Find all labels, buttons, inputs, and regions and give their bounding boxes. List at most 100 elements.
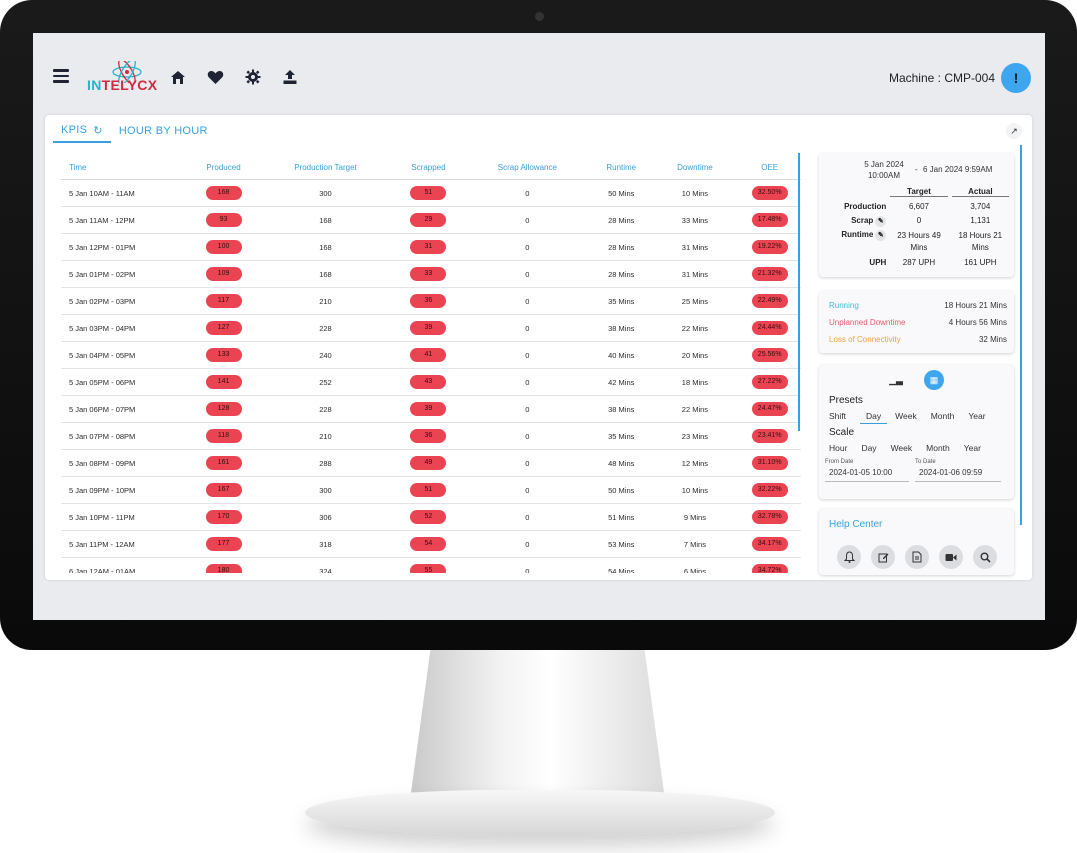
table-row[interactable]: 5 Jan 04PM - 05PM 133 240 41 0 40 Mins 20 Mins…: [61, 341, 801, 369]
table-cell: 0: [463, 260, 591, 288]
table-row[interactable]: 5 Jan 01PM - 02PM 109 168 33 0 28 Mins 31 Mins…: [61, 260, 801, 288]
from-date-text: 5 Jan 2024: [864, 160, 904, 169]
option-hour[interactable]: Hour: [829, 443, 848, 453]
table-cell: 32.50%: [738, 179, 801, 207]
option-month[interactable]: Month: [930, 411, 955, 421]
heart-icon[interactable]: [206, 68, 224, 86]
table-cell: 0: [463, 503, 591, 531]
table-cell: 43: [393, 368, 464, 396]
column-header[interactable]: OEE: [738, 155, 801, 180]
option-year[interactable]: Year: [968, 411, 986, 421]
table-cell: 9 Mins: [651, 503, 739, 531]
table-cell: 0: [463, 557, 591, 573]
tab-kpis[interactable]: KPIS ↻: [53, 121, 111, 143]
column-header[interactable]: Scrap Allowance: [463, 155, 591, 180]
table-cell: 25.56%: [738, 341, 801, 369]
pencil-icon[interactable]: ✎: [875, 216, 887, 227]
upload-icon[interactable]: [281, 68, 299, 86]
column-header[interactable]: Time: [61, 155, 190, 180]
column-header[interactable]: Production Target: [257, 155, 394, 180]
option-week[interactable]: Week: [890, 443, 913, 453]
table-cell: 29: [393, 206, 464, 234]
table-cell: 168: [189, 179, 258, 207]
value-pill: 32.50%: [751, 186, 788, 200]
table-cell: 50 Mins: [590, 179, 652, 207]
to-date-field[interactable]: To Date 2024-01-06 09:59: [915, 459, 1001, 482]
from-date-field[interactable]: From Date 2024-01-05 10:00: [825, 459, 909, 482]
option-week[interactable]: Week: [895, 411, 917, 421]
table-cell: 306: [257, 503, 394, 531]
option-shift[interactable]: Shift: [829, 411, 847, 421]
value-pill: 36: [410, 294, 447, 308]
panel-scrollbar[interactable]: [1020, 145, 1022, 525]
table-row[interactable]: 5 Jan 10PM - 11PM 170 306 52 0 51 Mins 9 Mins 3…: [61, 503, 801, 531]
column-header[interactable]: Downtime: [651, 155, 739, 180]
bell-icon[interactable]: [837, 545, 861, 569]
value-pill: 23.41%: [751, 429, 788, 443]
search-icon[interactable]: [973, 545, 997, 569]
table-scrollbar[interactable]: [798, 153, 800, 431]
summary-actual: 161 UPH: [964, 258, 997, 267]
gear-icon[interactable]: [244, 68, 262, 86]
table-cell: 40 Mins: [590, 341, 652, 369]
option-day[interactable]: Day: [860, 411, 888, 424]
table-cell: 0: [463, 368, 591, 396]
column-header[interactable]: Scrapped: [393, 155, 464, 180]
table-row[interactable]: 5 Jan 02PM - 03PM 117 210 36 0 35 Mins 25 Mins…: [61, 287, 801, 315]
table-row[interactable]: 6 Jan 12AM - 01AM 180 324 55 0 54 Mins 6 Mins 3…: [61, 557, 801, 573]
table-row[interactable]: 5 Jan 03PM - 04PM 127 228 39 0 38 Mins 22 Mins…: [61, 314, 801, 342]
column-header[interactable]: Runtime: [590, 155, 652, 180]
pencil-icon[interactable]: ✎: [875, 230, 887, 241]
summary-target: 23 Hours 49 Mins: [897, 231, 941, 252]
table-cell: 0: [463, 449, 591, 477]
refresh-icon[interactable]: ↻: [93, 124, 103, 137]
table-icon[interactable]: ▦: [924, 370, 944, 390]
table-cell: 288: [257, 449, 394, 477]
table-row[interactable]: 5 Jan 08PM - 09PM 161 288 49 0 48 Mins 12 Mins…: [61, 449, 801, 477]
table-row[interactable]: 5 Jan 11AM - 12PM 93 168 29 0 28 Mins 33 Mins 1…: [61, 206, 801, 234]
video-icon[interactable]: [939, 545, 963, 569]
option-day[interactable]: Day: [861, 443, 877, 453]
column-header[interactable]: Produced: [189, 155, 258, 180]
table-row[interactable]: 5 Jan 09PM - 10PM 167 300 51 0 50 Mins 10 Mins…: [61, 476, 801, 504]
table-cell: 28 Mins: [590, 206, 652, 234]
edit-icon[interactable]: [871, 545, 895, 569]
menu-icon[interactable]: [53, 69, 69, 83]
table-cell: 5 Jan 01PM - 02PM: [61, 260, 190, 288]
home-icon[interactable]: [169, 68, 187, 86]
bar-chart-icon[interactable]: ▁▃: [889, 374, 903, 385]
value-pill: 54: [410, 537, 447, 551]
option-year[interactable]: Year: [963, 443, 981, 453]
table-cell: 36: [393, 287, 464, 315]
value-pill: 51: [410, 186, 447, 200]
value-pill: 43: [410, 375, 447, 389]
table-cell: 5 Jan 04PM - 05PM: [61, 341, 190, 369]
table-cell: 0: [463, 476, 591, 504]
from-date-input[interactable]: 2024-01-05 10:00: [825, 465, 909, 482]
table-row[interactable]: 5 Jan 12PM - 01PM 100 168 31 0 28 Mins 31 Mins…: [61, 233, 801, 261]
value-pill: 33: [410, 267, 447, 281]
table-cell: 6 Mins: [651, 557, 739, 573]
alert-button[interactable]: !: [1001, 63, 1031, 93]
table-cell: 18 Mins: [651, 368, 739, 396]
table-row[interactable]: 5 Jan 10AM - 11AM 168 300 51 0 50 Mins 10 Mins…: [61, 179, 801, 207]
table-row[interactable]: 5 Jan 05PM - 06PM 141 252 43 0 42 Mins 18 Mins…: [61, 368, 801, 396]
table-cell: 0: [463, 314, 591, 342]
summary-table: Target Actual Production 6,607 3,704 Scr…: [827, 187, 1009, 267]
table-row[interactable]: 5 Jan 11PM - 12AM 177 318 54 0 53 Mins 7 Mins 3…: [61, 530, 801, 558]
option-month[interactable]: Month: [926, 443, 950, 453]
value-pill: 109: [205, 267, 242, 281]
tab-hour-by-hour[interactable]: HOUR BY HOUR: [111, 121, 216, 143]
document-icon[interactable]: [905, 545, 929, 569]
to-date-input[interactable]: 2024-01-06 09:59: [915, 465, 1001, 482]
table-row[interactable]: 5 Jan 06PM - 07PM 128 228 39 0 38 Mins 22 Mins…: [61, 395, 801, 423]
value-pill: 21.32%: [751, 267, 788, 281]
table-row[interactable]: 5 Jan 07PM - 08PM 118 210 36 0 35 Mins 23 Mins…: [61, 422, 801, 450]
camera: [535, 12, 544, 21]
value-pill: 52: [410, 510, 447, 524]
table-cell: 12 Mins: [651, 449, 739, 477]
tab-bar: KPIS ↻ HOUR BY HOUR: [53, 121, 216, 143]
collapse-icon[interactable]: ↗: [1006, 123, 1022, 139]
presets-box: ▁▃ ▦ Presets Shift Day Week Month Year Scale…: [819, 365, 1014, 499]
table-cell: 23.41%: [738, 422, 801, 450]
